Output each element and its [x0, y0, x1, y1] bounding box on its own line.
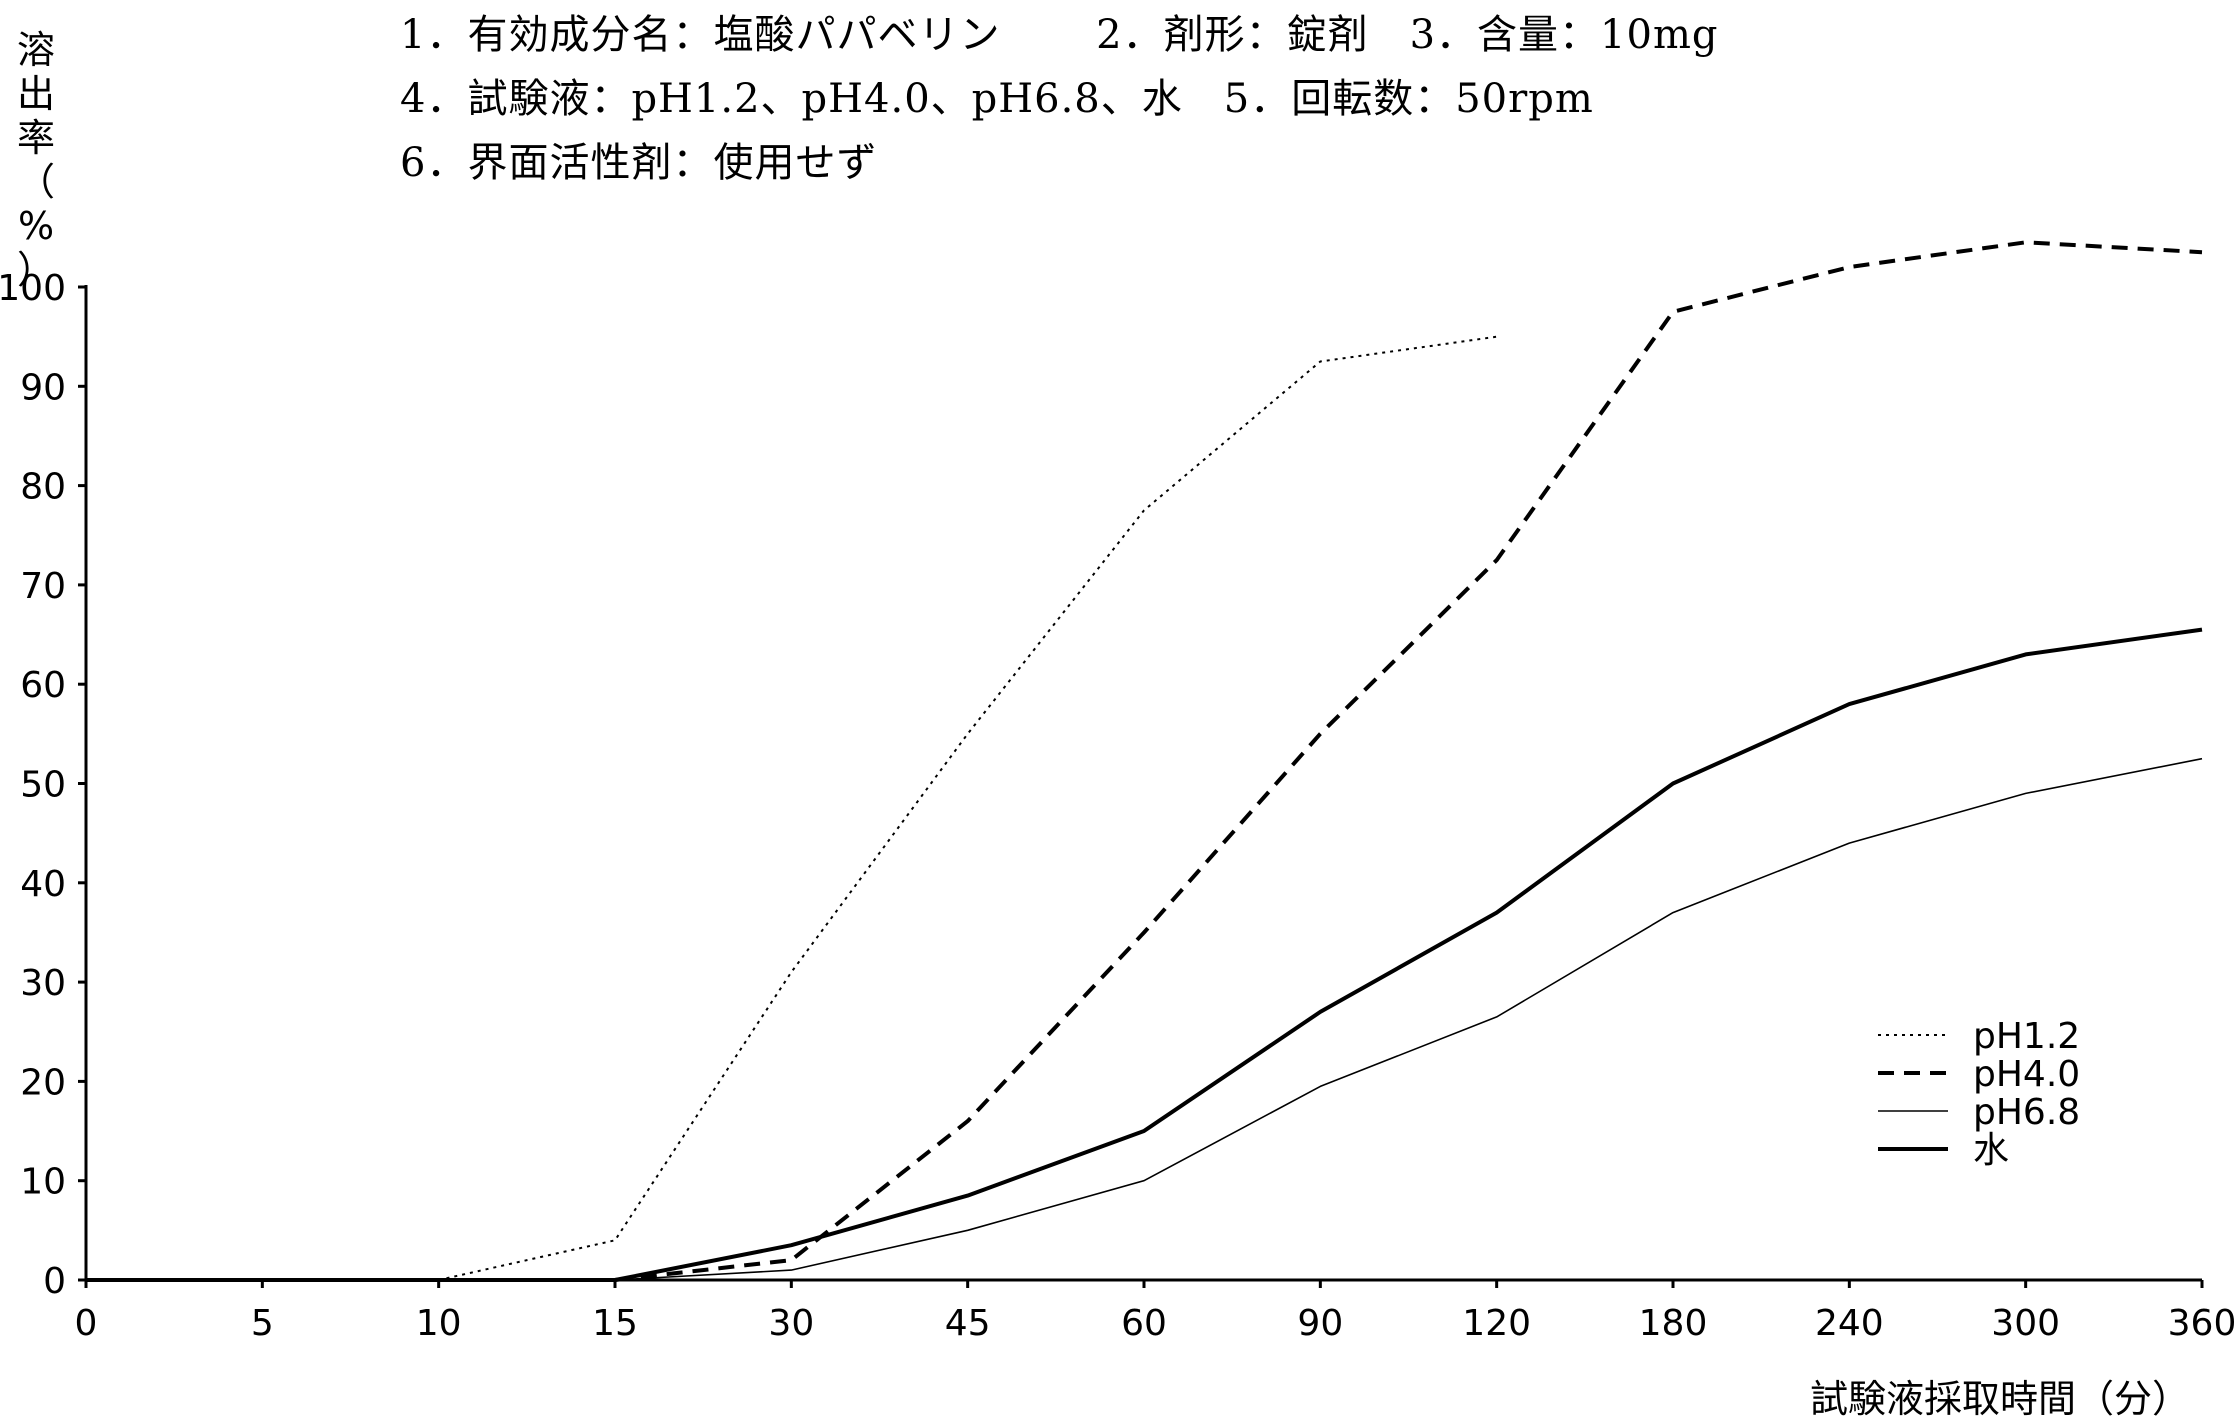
series-line-pH1.2 [439, 337, 1497, 1280]
x-tick-label: 180 [1639, 1303, 1708, 1344]
y-tick-label: 0 [43, 1261, 66, 1302]
x-tick-label: 45 [945, 1303, 991, 1344]
axes: 0 10 20 30 40 50 60 70 80 90 100 0 5 10 15 30 45 60 90 120 1… [0, 268, 2234, 1344]
legend-label: pH1.2 [1973, 1016, 2080, 1057]
legend-label: pH6.8 [1973, 1092, 2080, 1133]
x-tick-label: 30 [768, 1303, 814, 1344]
series-line-pH6.8 [615, 759, 2202, 1280]
x-tick-label: 120 [1462, 1303, 1531, 1344]
y-tick-label: 90 [20, 367, 66, 408]
x-tick-label: 0 [75, 1303, 98, 1344]
x-tick-label: 10 [416, 1303, 462, 1344]
legend-label: pH4.0 [1973, 1054, 2080, 1095]
y-tick-label: 30 [20, 963, 66, 1004]
x-axis-label: 試験液採取時間（分） [1810, 1368, 2190, 1423]
series-lines [86, 242, 2202, 1280]
y-tick-label: 50 [20, 765, 66, 806]
x-tick-label: 240 [1815, 1303, 1884, 1344]
y-tick-label: 80 [20, 467, 66, 508]
y-tick-label: 40 [20, 864, 66, 905]
x-tick-label: 15 [592, 1303, 638, 1344]
x-tick-label: 5 [251, 1303, 274, 1344]
series-line-pH4.0 [615, 242, 2202, 1280]
y-tick-label: 100 [0, 268, 66, 309]
y-tick-label: 20 [20, 1062, 66, 1103]
x-tick-label: 360 [2168, 1303, 2234, 1344]
x-tick-label: 300 [1991, 1303, 2060, 1344]
series-line-水 [86, 630, 2202, 1280]
x-tick-label: 60 [1121, 1303, 1167, 1344]
legend-label: 水 [1973, 1130, 2009, 1171]
x-tick-label: 90 [1297, 1303, 1343, 1344]
y-tick-label: 70 [20, 566, 66, 607]
y-tick-label: 60 [20, 665, 66, 706]
y-tick-label: 10 [20, 1162, 66, 1203]
